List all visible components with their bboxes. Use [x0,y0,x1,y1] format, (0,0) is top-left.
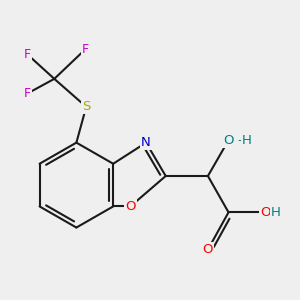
Text: O: O [125,200,136,213]
Text: O: O [203,243,213,256]
Text: F: F [82,43,89,56]
Text: S: S [82,100,90,113]
Text: N: N [141,136,151,149]
Text: O: O [223,134,234,147]
Text: H: H [271,206,281,219]
Text: O: O [260,206,271,219]
Text: -: - [237,134,242,147]
Text: F: F [24,48,31,61]
Text: F: F [24,87,31,100]
Text: H: H [242,134,252,147]
